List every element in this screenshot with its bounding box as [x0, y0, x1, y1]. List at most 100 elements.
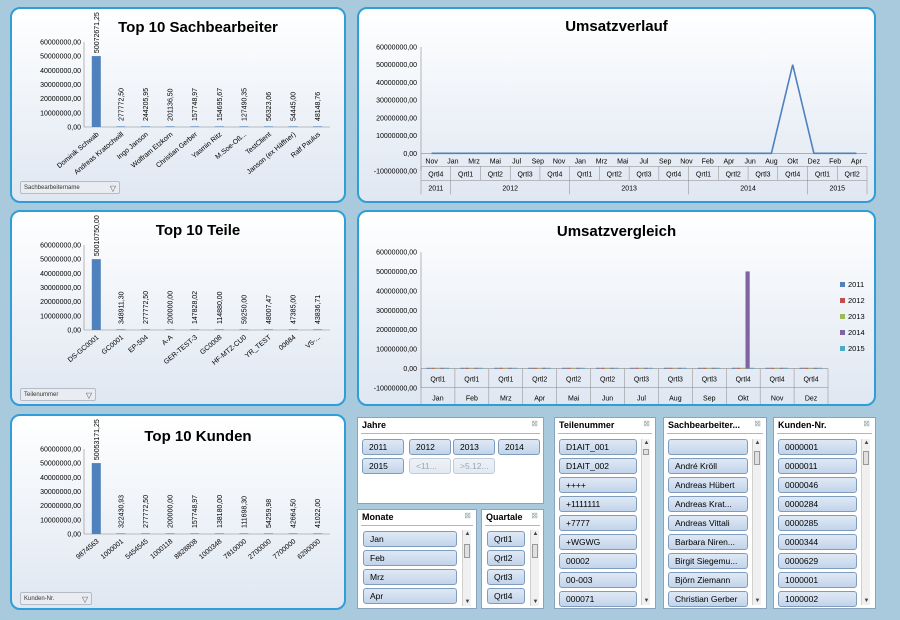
slicer-item[interactable]: 1000002 — [778, 591, 857, 607]
clear-filter-icon[interactable]: ⊠ — [863, 419, 870, 428]
data-label: 43836,71 — [315, 295, 322, 324]
scroll-up-icon[interactable]: ▲ — [643, 440, 650, 446]
slicer-item[interactable]: <11... — [409, 458, 451, 474]
clear-filter-icon[interactable]: ⊠ — [531, 511, 538, 520]
data-label: 201136,50 — [168, 88, 175, 121]
slicer-item[interactable]: ++++ — [559, 477, 637, 493]
slicer-item[interactable]: D1AIT_002 — [559, 458, 637, 474]
slicer-item[interactable]: 2014 — [498, 439, 540, 455]
clear-filter-icon[interactable]: ⊠ — [464, 511, 471, 520]
slicer-item[interactable]: 2012 — [409, 439, 451, 455]
scroll-down-icon[interactable]: ▼ — [464, 599, 471, 605]
scroll-thumb[interactable] — [754, 451, 760, 465]
slicer-item[interactable]: +7777 — [559, 515, 637, 531]
slicer-item[interactable]: Qrtl1 — [487, 531, 525, 547]
slicer-item[interactable]: Birgit Siegemu... — [668, 553, 748, 569]
bar — [426, 367, 431, 369]
slicer-title: Monate — [362, 512, 394, 522]
slicer-item[interactable]: 2015 — [362, 458, 404, 474]
slicer-item[interactable]: 0000284 — [778, 496, 857, 512]
data-label: 277772,50 — [118, 88, 125, 121]
slicer-item[interactable]: Qrtl3 — [487, 569, 525, 585]
bar — [629, 367, 635, 369]
divider — [777, 433, 872, 434]
x-tick-label: A-A — [161, 334, 175, 347]
scrollbar[interactable]: ▲ ▼ — [861, 439, 870, 605]
slicer-item[interactable]: 0000046 — [778, 477, 857, 493]
scroll-thumb[interactable] — [863, 451, 869, 465]
slicer-item[interactable]: 2011 — [362, 439, 404, 455]
scroll-down-icon[interactable]: ▼ — [754, 598, 761, 604]
slicer-item[interactable]: Andreas Hübert — [668, 477, 748, 493]
x-tick-label: 7700000 — [272, 538, 297, 561]
slicer-item[interactable]: Christian Gerber — [668, 591, 748, 607]
scroll-up-icon[interactable]: ▲ — [863, 440, 870, 446]
slicer-item[interactable]: Andreas Vittali — [668, 515, 748, 531]
slicer-item[interactable]: Apr — [363, 588, 457, 604]
scrollbar[interactable]: ▲ ▼ — [752, 439, 761, 605]
filter-field-button[interactable]: Teilenummer ▽ — [20, 388, 96, 401]
x-tick-label: DS-GC0001 — [67, 334, 101, 364]
scroll-down-icon[interactable]: ▼ — [643, 598, 650, 604]
scrollbar[interactable]: ▲ ▼ — [641, 439, 650, 605]
slicer-item[interactable]: 0000011 — [778, 458, 857, 474]
slicer-item[interactable]: 1000001 — [778, 572, 857, 588]
slicer-item[interactable]: 0000001 — [778, 439, 857, 455]
quarter-label: Qrtl4 — [428, 171, 443, 178]
slicer-item[interactable]: Andreas Krat... — [668, 496, 748, 512]
slicer-item[interactable]: 0000629 — [778, 553, 857, 569]
slicer-item[interactable]: 00-003 — [559, 572, 637, 588]
x-tick-label: Nov — [771, 396, 784, 403]
slicer-item[interactable]: Qrtl4 — [487, 588, 525, 604]
slicer-item[interactable]: Feb — [363, 550, 457, 566]
slicer-item[interactable]: 00002 — [559, 553, 637, 569]
bar — [596, 367, 601, 369]
clear-filter-icon[interactable]: ⊠ — [754, 419, 761, 428]
chart-umsatzverlauf: Umsatzverlauf -10000000,00 0,00 10000000,0… — [357, 7, 876, 203]
slicer-item[interactable]: D1AIT_001 — [559, 439, 637, 455]
y-tick-label: 40000000,00 — [40, 475, 81, 482]
slicer-item[interactable]: Barbara Niren... — [668, 534, 748, 550]
slicer-item[interactable]: André Kröll — [668, 458, 748, 474]
slicer-item[interactable]: 000071 — [559, 591, 637, 607]
divider — [361, 433, 540, 434]
slicer-title: Teilenummer — [559, 420, 615, 430]
slicer-item[interactable]: 0000344 — [778, 534, 857, 550]
bar — [784, 367, 789, 369]
bar — [668, 367, 673, 369]
scroll-thumb[interactable] — [643, 449, 649, 455]
slicer-item[interactable]: +WGWG — [559, 534, 637, 550]
chart-top10-kunden: Top 10 Kunden 0,00 10000000,00 20000000,00… — [10, 414, 346, 610]
slicer-item[interactable] — [668, 439, 748, 455]
year-label: 2014 — [740, 185, 756, 192]
bar — [706, 367, 712, 369]
scroll-down-icon[interactable]: ▼ — [532, 599, 539, 605]
scroll-thumb[interactable] — [532, 544, 538, 558]
slicer-item[interactable]: 2013 — [453, 439, 495, 455]
clear-filter-icon[interactable]: ⊠ — [643, 419, 650, 428]
slicer-item[interactable]: Jan — [363, 531, 457, 547]
scroll-up-icon[interactable]: ▲ — [532, 531, 539, 537]
bar — [239, 329, 249, 330]
scroll-up-icon[interactable]: ▲ — [754, 440, 761, 446]
slicer-item[interactable]: 0000285 — [778, 515, 857, 531]
bar — [546, 367, 551, 369]
filter-field-button[interactable]: Sachbearbeitername ▽ — [20, 181, 120, 194]
filter-field-button[interactable]: Kunden-Nr. ▽ — [20, 592, 92, 605]
bar — [682, 367, 687, 369]
x-tick-label: 9874563 — [75, 538, 100, 561]
slicer-item[interactable]: +1111111 — [559, 496, 637, 512]
scroll-up-icon[interactable]: ▲ — [464, 531, 471, 537]
quarter-label: Qrtl3 — [702, 377, 717, 384]
slicer-item[interactable]: >5.12... — [453, 458, 495, 474]
slicer-item[interactable]: Qrtl2 — [487, 550, 525, 566]
slicer-item[interactable]: Mrz — [363, 569, 457, 585]
clear-filter-icon[interactable]: ⊠ — [531, 419, 538, 428]
data-label: 157748,97 — [192, 495, 199, 528]
scroll-thumb[interactable] — [464, 544, 470, 558]
scrollbar[interactable]: ▲ ▼ — [530, 530, 539, 606]
scroll-down-icon[interactable]: ▼ — [863, 598, 870, 604]
scrollbar[interactable]: ▲ ▼ — [462, 530, 471, 606]
slicer-item[interactable]: Björn Ziemann — [668, 572, 748, 588]
slicer-jahre: Jahre ⊠ 2011 2012 2013 2014 2015 <11... >5.12.… — [357, 417, 544, 504]
